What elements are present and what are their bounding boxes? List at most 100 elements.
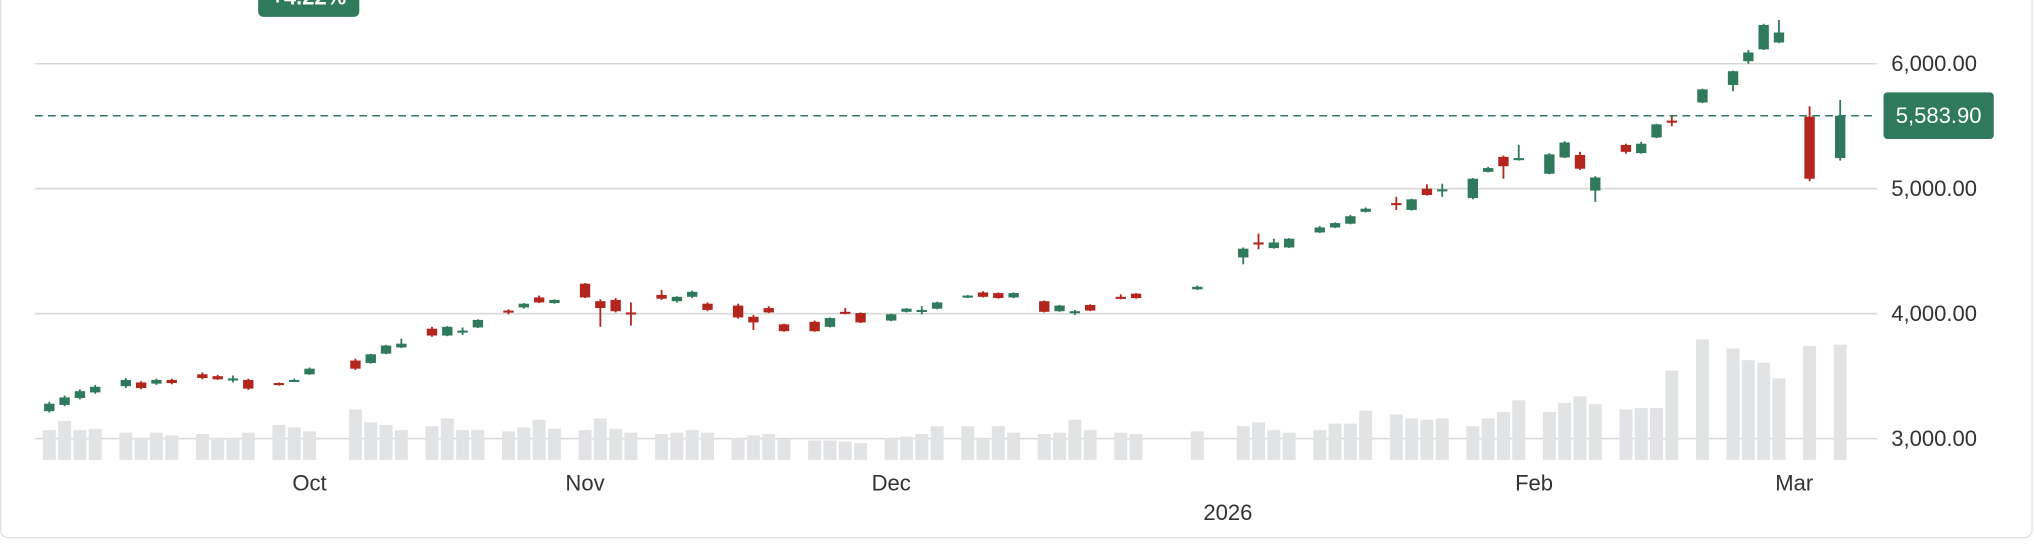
volume-bar <box>1267 430 1281 460</box>
volume-bar <box>1512 400 1526 460</box>
volume-bar <box>1236 426 1250 460</box>
candle-body <box>1054 305 1065 312</box>
candle-body <box>227 378 239 381</box>
volume-bar <box>731 437 745 460</box>
candle-body <box>1238 248 1249 258</box>
volume-bar <box>915 433 929 460</box>
volume-bar <box>838 441 852 460</box>
volume-bar <box>211 437 225 460</box>
volume-bar <box>593 418 607 460</box>
candle-body <box>365 354 376 364</box>
volume-bar <box>1405 418 1419 460</box>
candle-body <box>1559 142 1570 158</box>
volume-bar <box>991 426 1005 460</box>
volume-bar <box>1695 339 1709 460</box>
candle-body <box>1666 120 1678 123</box>
volume-bar <box>746 435 760 460</box>
candle-body <box>1513 158 1524 161</box>
volume-bar <box>532 419 546 460</box>
candle-body <box>916 309 927 313</box>
x-tick-label: Oct <box>292 470 326 495</box>
volume-bar <box>1083 430 1097 460</box>
candle-body <box>901 308 912 312</box>
volume-bar <box>670 432 684 460</box>
candle-body <box>840 311 851 314</box>
candle-body <box>809 321 820 332</box>
volume-bar <box>1588 404 1602 460</box>
candle-body <box>671 296 683 302</box>
candle-body <box>1283 238 1295 248</box>
volume-bar <box>884 437 898 460</box>
volume-bar <box>364 422 378 460</box>
candle-body <box>1421 188 1433 195</box>
candle-body <box>1773 32 1785 43</box>
candle-body <box>135 382 147 389</box>
volume-bar <box>517 427 531 460</box>
candle-body <box>457 330 468 333</box>
volume-layer <box>42 339 1847 460</box>
volume-bar <box>1757 362 1771 460</box>
volume-bar <box>471 430 485 460</box>
grid <box>35 62 1878 440</box>
candle-body <box>273 383 285 386</box>
volume-bar <box>272 424 286 460</box>
candle-body <box>243 379 254 389</box>
x-tick-label: Nov <box>565 470 604 495</box>
volume-bar <box>195 433 209 460</box>
volume-bar <box>624 432 638 460</box>
badge-text: +4.22% <box>271 0 346 10</box>
volume-bar <box>1190 431 1204 460</box>
candle-body <box>380 345 392 354</box>
volume-bar <box>1665 370 1679 460</box>
candle-body <box>44 403 55 412</box>
volume-bar <box>425 426 439 460</box>
candle-body <box>1620 144 1632 152</box>
candle-body <box>1467 178 1479 199</box>
badge: +4.22% <box>258 0 360 17</box>
volume-bar <box>1466 426 1480 460</box>
volume-bar <box>58 421 72 460</box>
candle-body <box>855 313 866 323</box>
candle-body <box>1084 304 1096 311</box>
volume-bar <box>655 433 669 460</box>
candle-body <box>503 310 514 313</box>
candle-body <box>595 301 606 309</box>
candle-body <box>59 397 70 405</box>
candle-body <box>885 314 897 321</box>
candle-body <box>533 297 545 303</box>
x-tick-label: Dec <box>872 470 911 495</box>
candle-body <box>1574 154 1586 169</box>
candle-body <box>1253 242 1264 245</box>
candle-body <box>1268 242 1280 249</box>
volume-bar <box>287 427 301 460</box>
volume-bar <box>1803 345 1817 460</box>
candle-body <box>1636 143 1647 154</box>
y-tick-label: 6,000.00 <box>1891 51 1977 76</box>
volume-bar <box>1650 408 1664 460</box>
label-layer: 3,000.00 4,000.00 5,000.00 6,000.00 Oct Nov De… <box>35 51 1994 525</box>
volume-bar <box>1359 410 1373 460</box>
volume-bar <box>1068 419 1082 460</box>
candle-body <box>579 283 591 298</box>
candle-body <box>1697 89 1708 103</box>
x-tick-label: Feb <box>1515 470 1553 495</box>
candle-body <box>1008 293 1019 298</box>
volume-bar <box>578 430 592 460</box>
volume-bar <box>1435 418 1449 460</box>
volume-bar <box>1053 432 1067 460</box>
volume-bar <box>930 426 944 460</box>
candle-body <box>350 360 361 369</box>
volume-bar <box>961 426 975 460</box>
candle-body <box>472 319 484 328</box>
candle-body <box>1590 177 1601 191</box>
volume-bar <box>1496 411 1510 460</box>
candle-body <box>763 308 774 313</box>
volume-bar <box>303 431 316 460</box>
candle-body <box>1482 168 1494 172</box>
volume-bar <box>1252 422 1266 460</box>
candle-body <box>1069 311 1081 314</box>
y-tick-label: 3,000.00 <box>1891 426 1977 451</box>
x-tick-label: Mar <box>1775 470 1813 495</box>
volume-bar <box>823 440 837 460</box>
